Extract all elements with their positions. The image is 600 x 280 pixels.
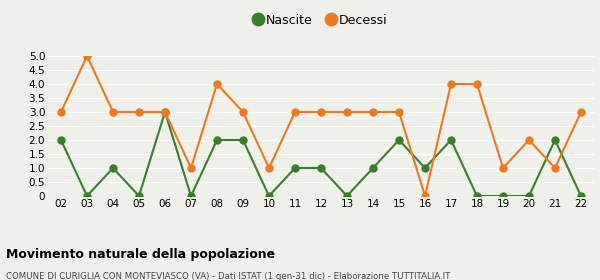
Text: Movimento naturale della popolazione: Movimento naturale della popolazione [6, 248, 275, 261]
Text: COMUNE DI CURIGLIA CON MONTEVIASCO (VA) - Dati ISTAT (1 gen-31 dic) - Elaborazio: COMUNE DI CURIGLIA CON MONTEVIASCO (VA) … [6, 272, 451, 280]
Legend: Nascite, Decessi: Nascite, Decessi [250, 9, 392, 32]
